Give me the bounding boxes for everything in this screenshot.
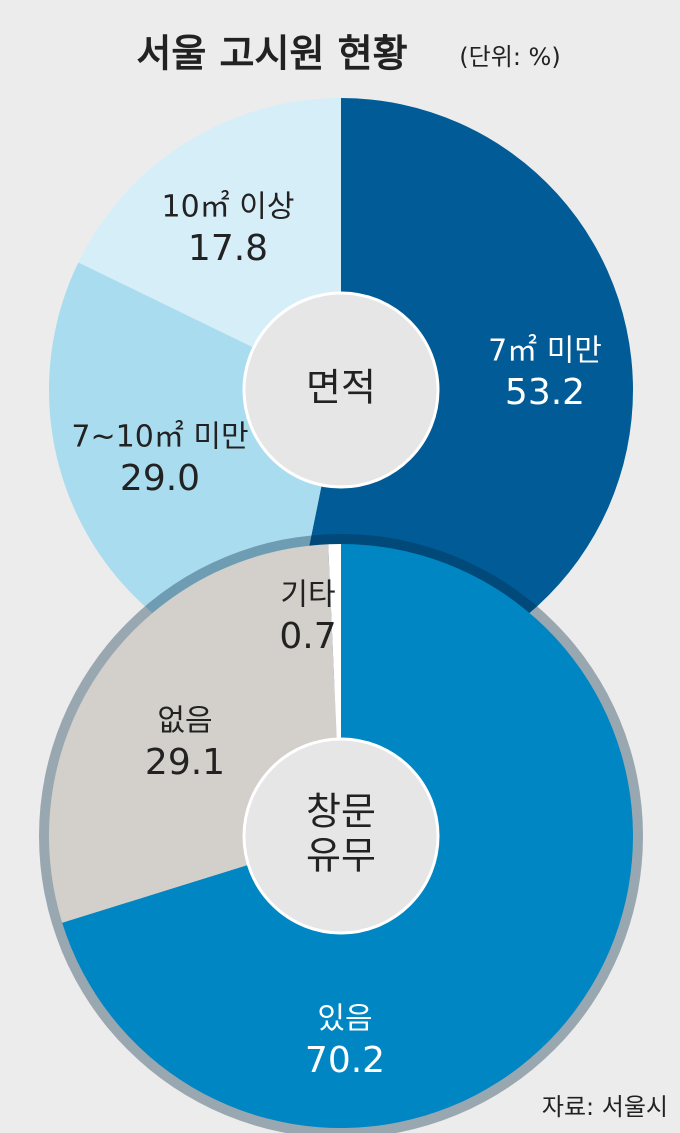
value-label: 29.1 [145, 742, 225, 783]
center-label: 유무 [306, 834, 376, 878]
center-circle [242, 291, 440, 489]
value-label: 17.8 [188, 228, 268, 269]
category-label: 7㎡ 미만 [488, 334, 602, 369]
chart-subtitle: (단위: %) [459, 43, 560, 71]
source: 자료: 서울시 [542, 1093, 668, 1121]
value-label: 53.2 [505, 372, 585, 413]
chart-title: 서울 고시원 현황 [136, 32, 407, 76]
category-label: 있음 [317, 1002, 372, 1037]
value-label: 0.7 [279, 616, 336, 657]
center-label: 면적 [306, 366, 376, 410]
wedge [282, 98, 634, 683]
center-label: 창문 [306, 790, 376, 834]
value-label: 70.2 [305, 1040, 385, 1081]
center-circle [242, 737, 440, 935]
category-label: 7~10㎡ 미만 [71, 420, 248, 455]
category-label: 없음 [157, 704, 212, 739]
category-label: 기타 [280, 578, 335, 613]
category-label: 10㎡ 이상 [162, 190, 295, 225]
value-label: 29.0 [120, 458, 200, 499]
